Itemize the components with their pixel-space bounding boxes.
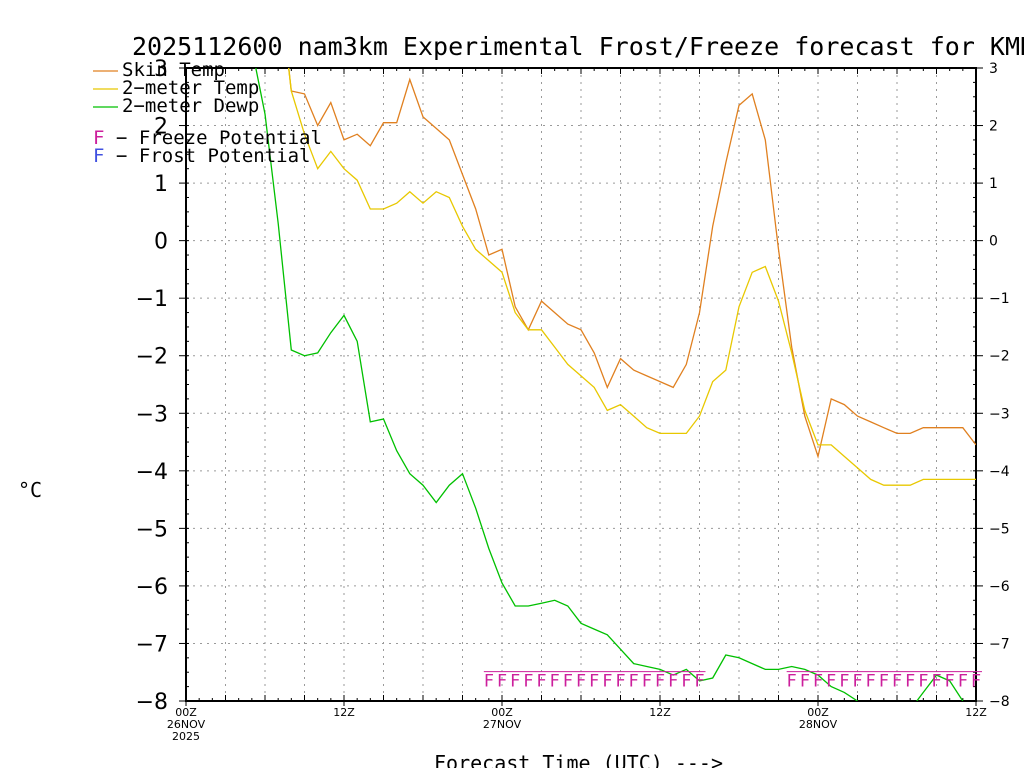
x-axis-label: Forecast Time (UTC) ---> xyxy=(434,751,723,768)
freeze-flag: F xyxy=(813,672,823,692)
y-tick-label-right: −7 xyxy=(989,636,1010,652)
freeze-flag: F xyxy=(642,672,652,692)
freeze-flag: F xyxy=(787,672,797,692)
freeze-flag: F xyxy=(655,672,665,692)
freeze-flag: F xyxy=(576,672,586,692)
freeze-flag: F xyxy=(615,672,625,692)
freeze-flag: F xyxy=(681,672,691,692)
y-tick-label: 0 xyxy=(154,230,168,255)
y-tick-label-right: −2 xyxy=(989,349,1010,365)
y-axis-label: °C xyxy=(18,478,42,502)
chart-title: 2025112600 nam3km Experimental Frost/Fre… xyxy=(132,32,1024,61)
y-tick-label: −3 xyxy=(136,402,168,427)
y-tick-label: −5 xyxy=(136,517,168,542)
series-group xyxy=(255,67,976,701)
x-tick-label: 2025 xyxy=(172,730,200,743)
freeze-flag: F xyxy=(550,672,560,692)
y-tick-label-right: −4 xyxy=(989,464,1010,480)
y-tick-label: −6 xyxy=(136,575,168,600)
freeze-flag: F xyxy=(536,672,546,692)
freeze-flag: F xyxy=(510,672,520,692)
freeze-flag: F xyxy=(892,672,902,692)
legend-symbol: F xyxy=(93,127,104,149)
series-line-2-meter-dewp-late xyxy=(916,674,964,701)
y-tick-label: −4 xyxy=(136,460,168,485)
freeze-flag: F xyxy=(918,672,928,692)
legend-entry: Skin Temp xyxy=(122,59,225,81)
freeze-flag: F xyxy=(839,672,849,692)
x-tick-label: 00Z xyxy=(807,706,829,719)
y-tick-label: 3 xyxy=(154,57,168,82)
freeze-flag: F xyxy=(826,672,836,692)
y-tick-label: −7 xyxy=(136,632,168,657)
freeze-flag: F xyxy=(852,672,862,692)
legend-entry: 2−meter Dewp xyxy=(122,95,259,117)
freeze-flag: F xyxy=(484,672,494,692)
freeze-flag: F xyxy=(629,672,639,692)
x-tick-label: 12Z xyxy=(965,706,987,719)
freeze-flag: F xyxy=(866,672,876,692)
freeze-flag: F xyxy=(497,672,507,692)
freeze-flag: F xyxy=(945,672,955,692)
x-tick-label: 28NOV xyxy=(799,718,838,731)
y-tick-label: 2 xyxy=(154,115,168,140)
y-tick-label-right: −5 xyxy=(989,521,1010,537)
y-tick-label-right: 2 xyxy=(989,119,998,135)
y-tick-label: −1 xyxy=(136,287,168,312)
legend-entry: − Frost Potential xyxy=(116,145,310,167)
y-tick-label-right: −1 xyxy=(989,291,1010,307)
y-tick-label: −8 xyxy=(136,690,168,715)
y-tick-label: 1 xyxy=(154,172,168,197)
freeze-flag: F xyxy=(958,672,968,692)
y-tick-label: −2 xyxy=(136,345,168,370)
freeze-flag: F xyxy=(602,672,612,692)
y-tick-label-right: 3 xyxy=(989,61,998,77)
x-tick-label: 12Z xyxy=(333,706,355,719)
plot-frame xyxy=(185,67,977,702)
legend-entry: − Freeze Potential xyxy=(116,127,322,149)
series-line-skin-temp xyxy=(288,67,976,459)
legend-entry: 2−meter Temp xyxy=(122,77,259,99)
freeze-flag: F xyxy=(589,672,599,692)
legend-symbol: F xyxy=(93,145,104,167)
x-tick-label: 00Z xyxy=(175,706,197,719)
axes: 3 3 2 2 1 1 0 0 −1 −1 −2 −2 −3 −3 −4 −4 −5 −5 −6 −6 −7 −7 −8 −8… xyxy=(136,57,1010,743)
freeze-flag: F xyxy=(971,672,981,692)
freeze-flag: F xyxy=(905,672,915,692)
y-tick-label-right: 1 xyxy=(989,176,998,192)
freeze-flag: F xyxy=(694,672,704,692)
x-tick-label: 00Z xyxy=(491,706,513,719)
y-tick-label-right: −3 xyxy=(989,406,1010,422)
series-line-2-meter-dewp xyxy=(255,67,858,701)
freeze-flag: F xyxy=(668,672,678,692)
freeze-flag: F xyxy=(879,672,889,692)
freeze-flag: F xyxy=(931,672,941,692)
y-tick-label-right: −6 xyxy=(989,579,1010,595)
freeze-flag: F xyxy=(523,672,533,692)
x-tick-label: 26NOV xyxy=(167,718,206,731)
x-tick-label: 27NOV xyxy=(483,718,522,731)
x-tick-label: 12Z xyxy=(649,706,671,719)
series-line-2-meter-temp xyxy=(288,67,976,486)
freeze-flag: F xyxy=(800,672,810,692)
y-tick-label-right: −8 xyxy=(989,694,1010,710)
freeze-flag: F xyxy=(563,672,573,692)
y-tick-label-right: 0 xyxy=(989,234,998,250)
